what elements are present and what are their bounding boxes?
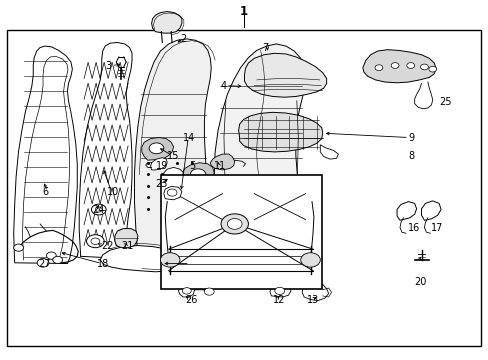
Circle shape (53, 256, 62, 264)
Text: 2: 2 (180, 34, 186, 44)
Circle shape (428, 66, 436, 72)
Polygon shape (163, 186, 182, 200)
Text: 5: 5 (189, 161, 195, 171)
Text: 18: 18 (97, 258, 109, 269)
Text: 20: 20 (414, 276, 426, 287)
Circle shape (160, 253, 180, 267)
Circle shape (95, 207, 102, 212)
Circle shape (14, 244, 23, 251)
Circle shape (91, 204, 106, 215)
Circle shape (149, 143, 163, 154)
Bar (7, 30, 480, 346)
Polygon shape (178, 285, 194, 297)
Text: 8: 8 (408, 150, 414, 161)
Text: 10: 10 (106, 186, 119, 197)
Text: 27: 27 (38, 258, 51, 269)
Text: 21: 21 (121, 240, 133, 251)
Text: 23: 23 (155, 179, 167, 189)
Polygon shape (182, 163, 214, 185)
Polygon shape (320, 145, 338, 159)
Circle shape (86, 235, 104, 248)
Text: 1: 1 (240, 5, 247, 18)
Circle shape (390, 63, 398, 68)
Polygon shape (134, 39, 211, 260)
Text: 14: 14 (183, 132, 195, 143)
Text: 13: 13 (306, 294, 319, 305)
Circle shape (190, 169, 205, 180)
Text: 16: 16 (407, 222, 420, 233)
Polygon shape (142, 138, 173, 160)
Text: 11: 11 (214, 161, 226, 171)
Polygon shape (14, 46, 77, 264)
Circle shape (182, 288, 191, 294)
Polygon shape (269, 284, 290, 297)
Polygon shape (115, 229, 138, 248)
Polygon shape (396, 202, 416, 220)
Circle shape (37, 258, 49, 267)
Polygon shape (210, 154, 234, 170)
Polygon shape (362, 50, 435, 83)
Text: 26: 26 (184, 294, 197, 305)
Text: 24: 24 (92, 204, 104, 215)
Circle shape (300, 253, 320, 267)
Text: 17: 17 (430, 222, 443, 233)
Polygon shape (151, 12, 182, 33)
Text: 19: 19 (155, 161, 167, 171)
Polygon shape (244, 53, 326, 97)
Text: 25: 25 (438, 96, 451, 107)
Polygon shape (238, 112, 322, 152)
Polygon shape (150, 158, 167, 170)
Circle shape (227, 219, 242, 229)
Text: 4: 4 (221, 81, 227, 91)
Circle shape (406, 63, 414, 68)
Circle shape (91, 238, 100, 244)
Circle shape (374, 65, 382, 71)
Text: 12: 12 (272, 294, 285, 305)
Text: 9: 9 (408, 132, 414, 143)
Text: 7: 7 (262, 42, 268, 53)
Bar (161, 175, 321, 289)
Circle shape (167, 189, 177, 196)
Polygon shape (302, 283, 328, 301)
Circle shape (46, 252, 56, 259)
Circle shape (204, 288, 214, 295)
Polygon shape (163, 167, 183, 181)
Polygon shape (100, 246, 190, 272)
Text: 3: 3 (105, 60, 111, 71)
Circle shape (274, 287, 284, 294)
Circle shape (420, 64, 427, 70)
Circle shape (221, 214, 248, 234)
Polygon shape (421, 201, 440, 220)
Text: 15: 15 (167, 150, 179, 161)
Text: 6: 6 (42, 186, 49, 197)
Text: 22: 22 (102, 240, 114, 251)
Polygon shape (214, 44, 305, 260)
